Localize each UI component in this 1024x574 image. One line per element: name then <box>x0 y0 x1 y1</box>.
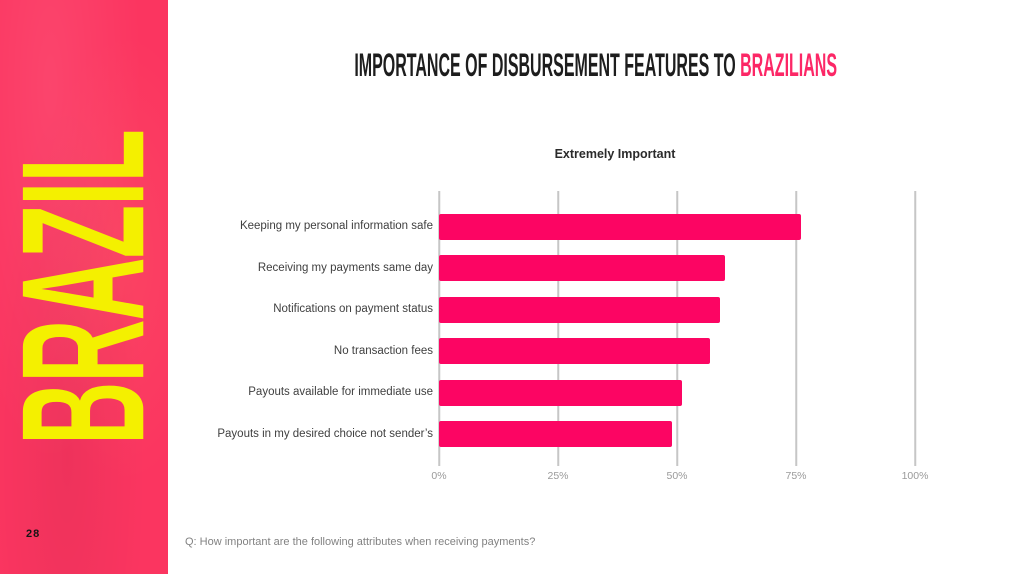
bar <box>439 338 711 365</box>
x-axis: 0% 25% 50% 75% 100% <box>431 470 928 486</box>
category-label: No transaction fees <box>333 344 433 357</box>
bar <box>439 379 682 406</box>
x-tick-label: 50% <box>666 470 688 482</box>
category-label: Keeping my personal information safe <box>239 220 433 233</box>
bar-track <box>439 296 915 323</box>
bar <box>439 213 801 240</box>
bar-track <box>439 255 915 282</box>
category-label: Payouts in my desired choice not sender’… <box>217 427 433 440</box>
chart-subtitle: Extremely Important <box>554 147 676 161</box>
category-label: Receiving my payments same day <box>257 261 433 274</box>
bar-track <box>439 421 915 448</box>
chart-row: Payouts available for immediate use <box>168 372 915 414</box>
region-label-wrap: BRAZIL <box>0 0 168 574</box>
bar <box>439 421 673 448</box>
chart-row: Payouts in my desired choice not sender’… <box>168 414 915 456</box>
bar <box>439 255 725 282</box>
page-title-highlight: BRAZILIANS <box>740 47 838 83</box>
chart-row: No transaction fees <box>168 331 915 373</box>
slide-content: IMPORTANCE OF DISBURSEMENT FEATURES TO B… <box>168 0 1024 574</box>
gridline <box>676 191 678 466</box>
x-tick-label: 0% <box>431 470 447 482</box>
bar-track <box>439 213 915 240</box>
chart-row: Receiving my payments same day <box>168 248 915 290</box>
category-label: Payouts available for immediate use <box>248 386 433 399</box>
x-tick-label: 75% <box>785 470 807 482</box>
region-label: BRAZIL <box>0 129 168 445</box>
page-title-line: IMPORTANCE OF DISBURSEMENT FEATURES TO B… <box>355 49 838 81</box>
gridline <box>557 191 559 466</box>
chart-rows: Keeping my personal information safe Rece… <box>168 206 915 455</box>
footnote: Q: How important are the following attri… <box>185 536 536 548</box>
gridline <box>914 191 916 466</box>
chart-row: Notifications on payment status <box>168 289 915 331</box>
bar-chart: Keeping my personal information safe Rece… <box>168 191 928 491</box>
plot-area <box>438 191 916 466</box>
page-title: IMPORTANCE OF DISBURSEMENT FEATURES TO B… <box>168 49 1024 81</box>
chart-row: Keeping my personal information safe <box>168 206 915 248</box>
gridline <box>438 191 440 466</box>
sidebar: BRAZIL 28 <box>0 0 168 574</box>
page-number: 28 <box>26 528 41 540</box>
bar <box>439 296 720 323</box>
gridline <box>795 191 797 466</box>
bar-track <box>439 379 915 406</box>
x-tick-label: 100% <box>901 470 929 482</box>
bar-track <box>439 338 915 365</box>
category-label: Notifications on payment status <box>273 303 433 316</box>
page-title-prefix: IMPORTANCE OF DISBURSEMENT FEATURES TO <box>354 47 741 83</box>
x-tick-label: 25% <box>547 470 569 482</box>
